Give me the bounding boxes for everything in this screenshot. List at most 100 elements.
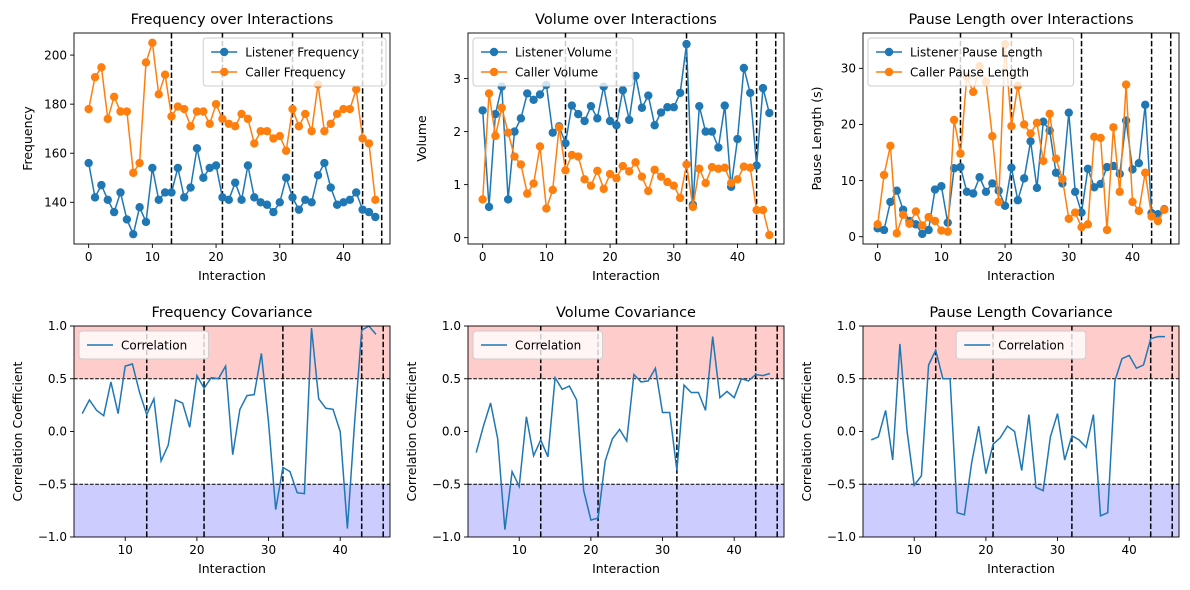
x-axis-label: Interaction	[198, 561, 266, 576]
data-point	[352, 188, 361, 197]
data-point	[1070, 187, 1080, 197]
data-point	[924, 212, 933, 222]
data-point	[154, 195, 163, 205]
shaded-band	[468, 484, 784, 537]
x-tick-label: 40	[336, 250, 351, 264]
data-point	[1115, 169, 1124, 179]
data-point	[1019, 174, 1029, 183]
data-point	[962, 187, 972, 197]
data-point	[746, 163, 755, 172]
data-point	[1141, 100, 1150, 110]
data-point	[644, 186, 653, 196]
data-point	[199, 173, 208, 182]
data-point	[199, 107, 208, 116]
data-point	[663, 177, 672, 187]
y-tick-label: 0.5	[837, 372, 856, 386]
data-point	[593, 166, 602, 176]
data-point	[918, 221, 927, 230]
legend: Correlation	[472, 330, 604, 360]
data-point	[554, 123, 564, 132]
data-point	[275, 131, 284, 141]
data-point	[892, 186, 901, 195]
data-point	[237, 109, 246, 119]
data-point	[1039, 156, 1048, 166]
data-point	[103, 114, 112, 124]
data-point	[307, 126, 316, 136]
data-point	[624, 115, 634, 125]
data-point	[886, 141, 895, 150]
data-point	[567, 101, 577, 110]
data-point	[586, 101, 596, 111]
data-point	[339, 198, 348, 207]
data-point	[714, 164, 723, 173]
data-point	[294, 122, 304, 131]
legend-entry: Caller Volume	[515, 66, 598, 80]
data-point	[243, 114, 253, 124]
x-tick-label: 40	[727, 543, 742, 557]
data-point	[167, 112, 176, 121]
plot-area	[478, 33, 777, 244]
data-point	[612, 121, 621, 130]
data-point	[135, 158, 144, 168]
data-point	[669, 181, 678, 190]
x-axis-label: Interaction	[987, 268, 1055, 283]
data-point	[701, 178, 710, 188]
data-point	[523, 89, 532, 98]
data-point	[930, 185, 940, 194]
data-point	[949, 115, 959, 125]
data-point	[612, 174, 621, 183]
legend: Correlation	[955, 330, 1087, 360]
y-tick-label: 1.0	[48, 319, 67, 333]
data-point	[1058, 174, 1067, 184]
data-point	[1128, 165, 1137, 174]
data-point	[733, 134, 742, 144]
data-point	[631, 158, 640, 167]
y-tick-label: −0.5	[38, 477, 67, 491]
data-point	[1039, 117, 1048, 126]
data-point	[1007, 121, 1016, 131]
data-point	[250, 193, 259, 202]
chart-title: Volume Covariance	[556, 305, 696, 321]
data-point	[548, 128, 557, 137]
data-point	[937, 181, 946, 191]
legend-marker	[220, 67, 229, 77]
data-point	[173, 102, 183, 111]
data-point	[561, 166, 570, 175]
x-tick-label: 20	[208, 250, 223, 264]
data-point	[141, 217, 151, 227]
data-point	[345, 195, 355, 205]
data-point	[497, 103, 506, 112]
data-point	[148, 163, 157, 173]
legend: Listener Frequency Caller Frequency	[202, 37, 387, 87]
data-point	[701, 127, 710, 136]
data-point	[332, 200, 342, 209]
y-tick-label: 2	[453, 125, 461, 139]
data-point	[1096, 179, 1105, 189]
axes-frame	[862, 32, 1180, 245]
data-point	[758, 205, 768, 215]
data-point	[516, 160, 526, 169]
y-tick-label: 3	[453, 72, 461, 86]
data-point	[765, 108, 774, 118]
data-point	[116, 107, 125, 116]
data-point	[320, 126, 329, 136]
data-point	[574, 109, 583, 119]
data-point	[224, 119, 234, 128]
data-point	[371, 212, 380, 222]
data-point	[186, 183, 195, 192]
y-tick-label: −0.5	[827, 477, 856, 491]
data-point	[269, 207, 278, 217]
data-point	[173, 163, 183, 173]
data-point	[752, 161, 761, 170]
data-point	[599, 184, 608, 194]
data-point	[752, 205, 761, 215]
data-point	[1102, 162, 1112, 172]
data-point	[969, 189, 978, 198]
chart-title: Frequency Covariance	[152, 305, 313, 321]
data-point	[224, 195, 234, 205]
axes-frame	[73, 32, 391, 245]
data-point	[180, 104, 189, 114]
series-line	[475, 336, 771, 530]
y-tick-label: 0.0	[48, 425, 67, 439]
legend-marker	[489, 67, 499, 77]
